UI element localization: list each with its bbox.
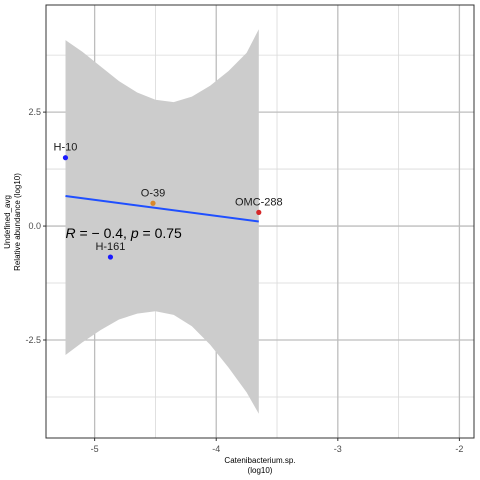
y-tick-label: 2.5 — [28, 107, 41, 117]
data-point — [150, 200, 156, 206]
x-axis-title-line1: Catenibacterium.sp. — [224, 456, 295, 465]
y-axis-title-line2: Relative abundance (log10) — [13, 173, 22, 271]
x-axis-title-line2: (log10) — [248, 466, 273, 475]
data-points — [62, 155, 262, 260]
y-axis-ticks: -2.5 0.0 2.5 — [25, 107, 46, 345]
point-label: O-39 — [141, 187, 165, 199]
y-tick-label: -2.5 — [25, 335, 41, 345]
x-tick-label: -3 — [334, 444, 342, 454]
data-point — [62, 155, 69, 161]
data-point — [107, 254, 114, 260]
x-axis-ticks: -5 -4 -3 -2 — [91, 438, 463, 454]
point-label: OMC-288 — [235, 196, 283, 208]
x-tick-label: -4 — [212, 444, 220, 454]
panel-border — [45, 4, 475, 439]
x-tick-label: -2 — [455, 444, 463, 454]
regression-line — [65, 194, 259, 223]
y-tick-label: 0.0 — [28, 221, 41, 231]
x-tick-label: -5 — [91, 444, 99, 454]
correlation-annotation: R = − 0.4, p = 0.75 — [65, 225, 182, 241]
point-label: H-161 — [95, 241, 125, 253]
data-point — [256, 209, 262, 215]
point-labels: H-10 O-39 H-161 OMC-288 — [54, 142, 283, 253]
y-axis-title-line1: Undefined_avg — [3, 195, 12, 249]
point-label: H-10 — [54, 142, 78, 154]
confidence-band — [65, 29, 259, 414]
